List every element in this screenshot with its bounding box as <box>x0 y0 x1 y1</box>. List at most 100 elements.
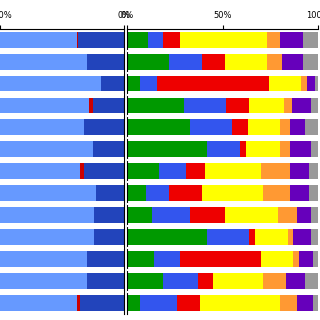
Bar <box>268 76 301 92</box>
Bar <box>127 98 184 113</box>
Bar <box>177 295 200 310</box>
Bar <box>202 54 225 69</box>
Bar <box>184 98 227 113</box>
Bar <box>297 295 313 310</box>
Bar <box>127 185 146 201</box>
Bar <box>202 185 263 201</box>
Bar <box>127 207 152 223</box>
Bar <box>313 251 318 267</box>
Bar <box>94 229 124 245</box>
Bar <box>297 207 311 223</box>
Bar <box>77 295 80 310</box>
Bar <box>280 141 290 157</box>
Bar <box>307 76 315 92</box>
Bar <box>93 141 124 157</box>
Bar <box>313 295 318 310</box>
Bar <box>292 98 311 113</box>
Bar <box>213 273 263 289</box>
Bar <box>245 141 280 157</box>
Bar <box>140 76 157 92</box>
Bar <box>0 76 101 92</box>
Bar <box>163 273 198 289</box>
Bar <box>232 119 247 135</box>
Bar <box>89 98 93 113</box>
Bar <box>249 229 255 245</box>
Bar <box>305 119 318 135</box>
Bar <box>127 251 154 267</box>
Bar <box>0 163 80 179</box>
Bar <box>80 163 84 179</box>
Bar <box>311 141 318 157</box>
Bar <box>311 98 318 113</box>
Bar <box>77 32 78 48</box>
Bar <box>280 119 290 135</box>
Bar <box>267 54 282 69</box>
Bar <box>249 98 284 113</box>
Bar <box>157 76 268 92</box>
Bar <box>299 251 313 267</box>
Bar <box>86 273 124 289</box>
Bar <box>0 251 86 267</box>
Bar <box>280 295 297 310</box>
Bar <box>146 185 169 201</box>
Bar <box>290 119 305 135</box>
Bar <box>127 229 207 245</box>
Bar <box>93 98 124 113</box>
Bar <box>315 76 318 92</box>
Bar <box>78 32 124 48</box>
Bar <box>148 32 163 48</box>
Bar <box>303 32 318 48</box>
Bar <box>263 185 290 201</box>
Bar <box>267 32 280 48</box>
Bar <box>127 295 140 310</box>
Bar <box>127 273 163 289</box>
Bar <box>290 185 309 201</box>
Bar <box>303 54 318 69</box>
Bar <box>309 163 318 179</box>
Bar <box>293 251 299 267</box>
Bar <box>284 98 292 113</box>
Bar <box>227 98 249 113</box>
Bar <box>127 141 207 157</box>
Bar <box>0 54 86 69</box>
Bar <box>169 54 202 69</box>
Bar <box>0 295 77 310</box>
Bar <box>0 141 93 157</box>
Bar <box>180 32 267 48</box>
Bar <box>0 273 86 289</box>
Bar <box>127 76 140 92</box>
Bar <box>198 273 213 289</box>
Bar <box>261 163 290 179</box>
Bar <box>84 163 124 179</box>
Bar <box>247 119 280 135</box>
Bar <box>261 251 293 267</box>
Bar <box>154 251 180 267</box>
Bar <box>311 229 318 245</box>
Bar <box>200 295 280 310</box>
Bar <box>290 163 309 179</box>
Bar <box>94 207 124 223</box>
Bar <box>190 119 232 135</box>
Bar <box>96 185 124 201</box>
Bar <box>127 54 169 69</box>
Bar <box>293 229 311 245</box>
Bar <box>207 141 240 157</box>
Bar <box>309 185 318 201</box>
Bar <box>290 141 311 157</box>
Bar <box>225 54 267 69</box>
Bar <box>140 295 177 310</box>
Bar <box>86 54 124 69</box>
Bar <box>240 141 245 157</box>
Bar <box>207 229 249 245</box>
Bar <box>225 207 278 223</box>
Bar <box>255 229 288 245</box>
Bar <box>0 98 89 113</box>
Bar <box>180 251 261 267</box>
Bar <box>301 76 307 92</box>
Bar <box>205 163 261 179</box>
Bar <box>278 207 297 223</box>
Bar <box>0 207 94 223</box>
Bar <box>305 273 318 289</box>
Bar <box>311 207 318 223</box>
Bar <box>127 163 159 179</box>
